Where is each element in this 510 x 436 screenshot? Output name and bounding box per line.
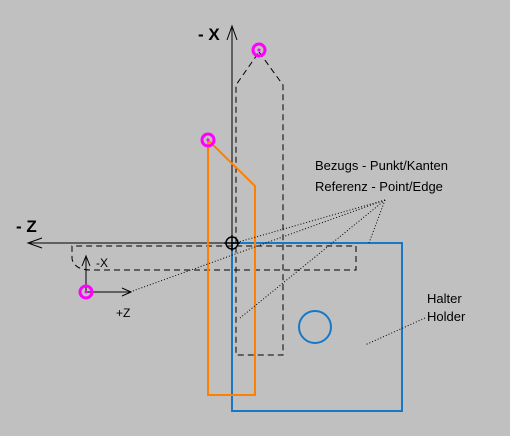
x-axis	[226, 24, 238, 252]
holder-leader-line	[364, 317, 426, 346]
dashed-vertical-tool	[235, 51, 284, 356]
reference-marker-orange	[200, 132, 216, 148]
reference-marker-left	[78, 284, 94, 300]
small-x-label: -X	[96, 256, 108, 270]
reference-label-line2: Referenz - Point/Edge	[315, 179, 443, 194]
reference-marker-top	[251, 42, 267, 58]
small-z-label: +Z	[116, 306, 130, 320]
x-axis-label: - X	[198, 25, 220, 44]
holder-label-line2: Holder	[427, 309, 466, 324]
reference-leader-lines	[129, 199, 386, 319]
holder-label-line1: Halter	[427, 291, 462, 306]
origin-crosshair-icon	[224, 235, 240, 251]
dashed-horizontal-tool	[71, 245, 357, 271]
reference-label-line1: Bezugs - Punkt/Kanten	[315, 158, 448, 173]
holder-rectangle	[231, 242, 403, 412]
orange-tool-outline	[207, 137, 256, 396]
z-axis-label: - Z	[16, 217, 37, 236]
holder-hole	[298, 310, 332, 344]
